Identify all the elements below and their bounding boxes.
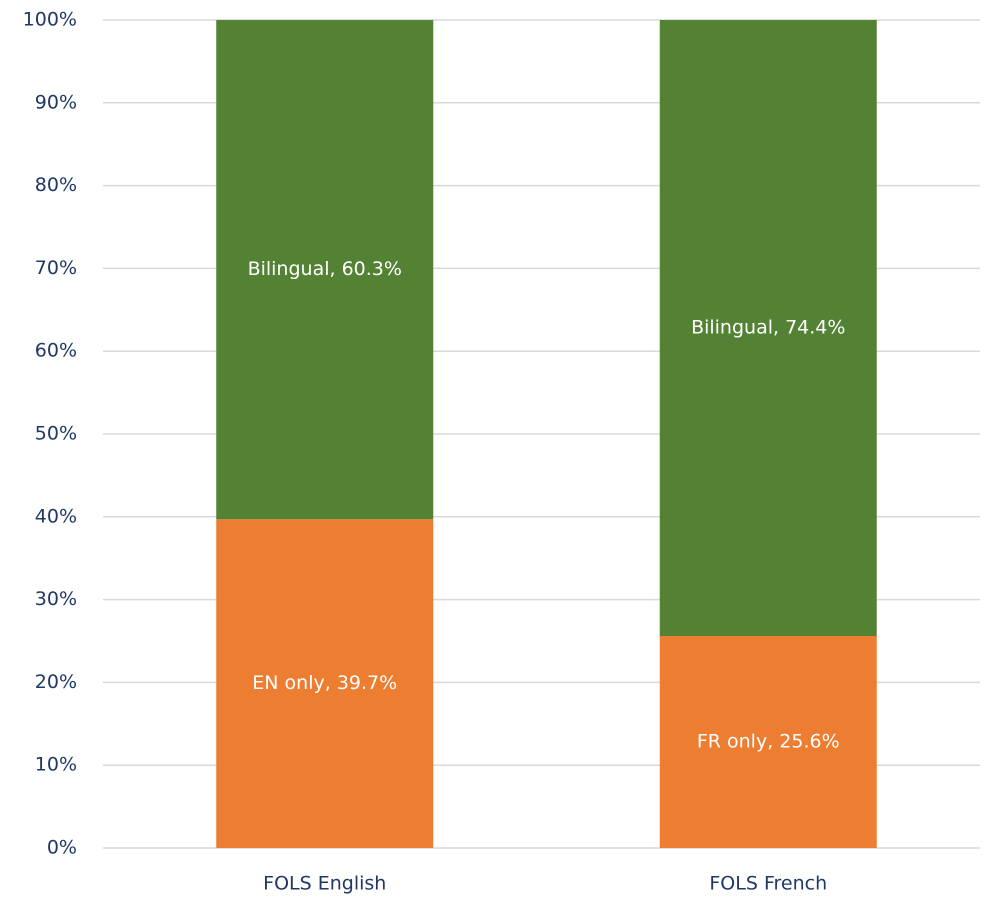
y-tick-label: 50% bbox=[35, 423, 77, 445]
y-tick-label: 90% bbox=[35, 91, 77, 113]
bar-segment bbox=[216, 20, 434, 520]
y-tick-label: 10% bbox=[35, 754, 77, 776]
y-tick-label: 60% bbox=[35, 340, 77, 362]
x-tick-label: FOLS French bbox=[709, 873, 827, 895]
y-tick-label: 40% bbox=[35, 505, 77, 527]
y-tick-label: 30% bbox=[35, 588, 77, 610]
y-tick-label: 20% bbox=[35, 671, 77, 693]
data-label: EN only, 39.7% bbox=[252, 672, 397, 694]
data-label: Bilingual, 60.3% bbox=[248, 258, 402, 280]
y-tick-label: 70% bbox=[35, 257, 77, 279]
y-tick-label: 80% bbox=[35, 174, 77, 196]
bar-segment bbox=[659, 20, 877, 637]
y-tick-label: 0% bbox=[47, 837, 77, 859]
bar-segment bbox=[216, 519, 434, 848]
x-tick-label: FOLS English bbox=[263, 873, 386, 895]
y-tick-label: 100% bbox=[23, 9, 77, 31]
data-label: FR only, 25.6% bbox=[697, 731, 840, 753]
bar-segment bbox=[659, 636, 877, 848]
data-label: Bilingual, 74.4% bbox=[691, 317, 845, 339]
